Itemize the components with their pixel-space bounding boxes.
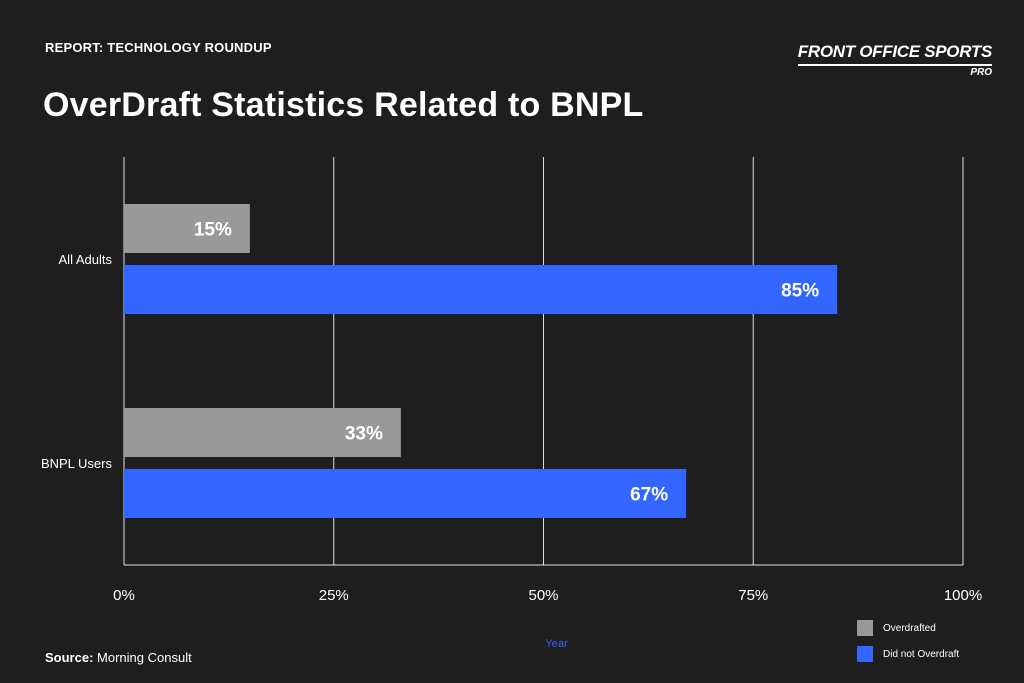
data-label: 33% [345,424,383,445]
bar-overdrafted-bnpl-users [124,408,401,457]
legend-item-did-not-overdraft: Did not Overdraft [857,646,959,662]
bar-overdrafted-all-adults [124,204,250,253]
bar-did-not-overdraft-all-adults [124,265,838,314]
x-axis-label: Year [545,638,568,650]
data-label: 67% [630,485,668,506]
brand-logo: FRONT OFFICE SPORTS PRO [797,42,992,78]
category-label: All Adults [59,252,113,267]
brand-name: FRONT OFFICE SPORTS [797,42,992,66]
x-tick-label: 100% [944,587,982,604]
source-note: Source: Morning Consult [45,650,192,665]
legend-swatch-did-not-overdraft [857,646,873,662]
bar-did-not-overdraft-bnpl-users [124,469,687,518]
legend: Overdrafted Did not Overdraft [857,620,959,672]
x-tick-label: 25% [319,587,349,604]
legend-swatch-overdrafted [857,620,873,636]
chart-title: OverDraft Statistics Related to BNPL [43,86,644,124]
category-label: BNPL Users [41,456,113,471]
x-tick-label: 0% [113,587,135,604]
x-tick-label: 50% [528,587,558,604]
legend-label-overdrafted: Overdrafted [883,622,936,634]
legend-item-overdrafted: Overdrafted [857,620,959,636]
data-label: 15% [194,220,232,241]
x-tick-label: 75% [738,587,768,604]
report-eyebrow: REPORT: TECHNOLOGY ROUNDUP [45,40,272,55]
legend-label-did-not-overdraft: Did not Overdraft [883,648,960,660]
brand-sub: PRO [970,67,992,78]
source-label: Source: [45,650,94,665]
source-value: Morning Consult [97,650,192,665]
data-label: 85% [781,281,819,302]
